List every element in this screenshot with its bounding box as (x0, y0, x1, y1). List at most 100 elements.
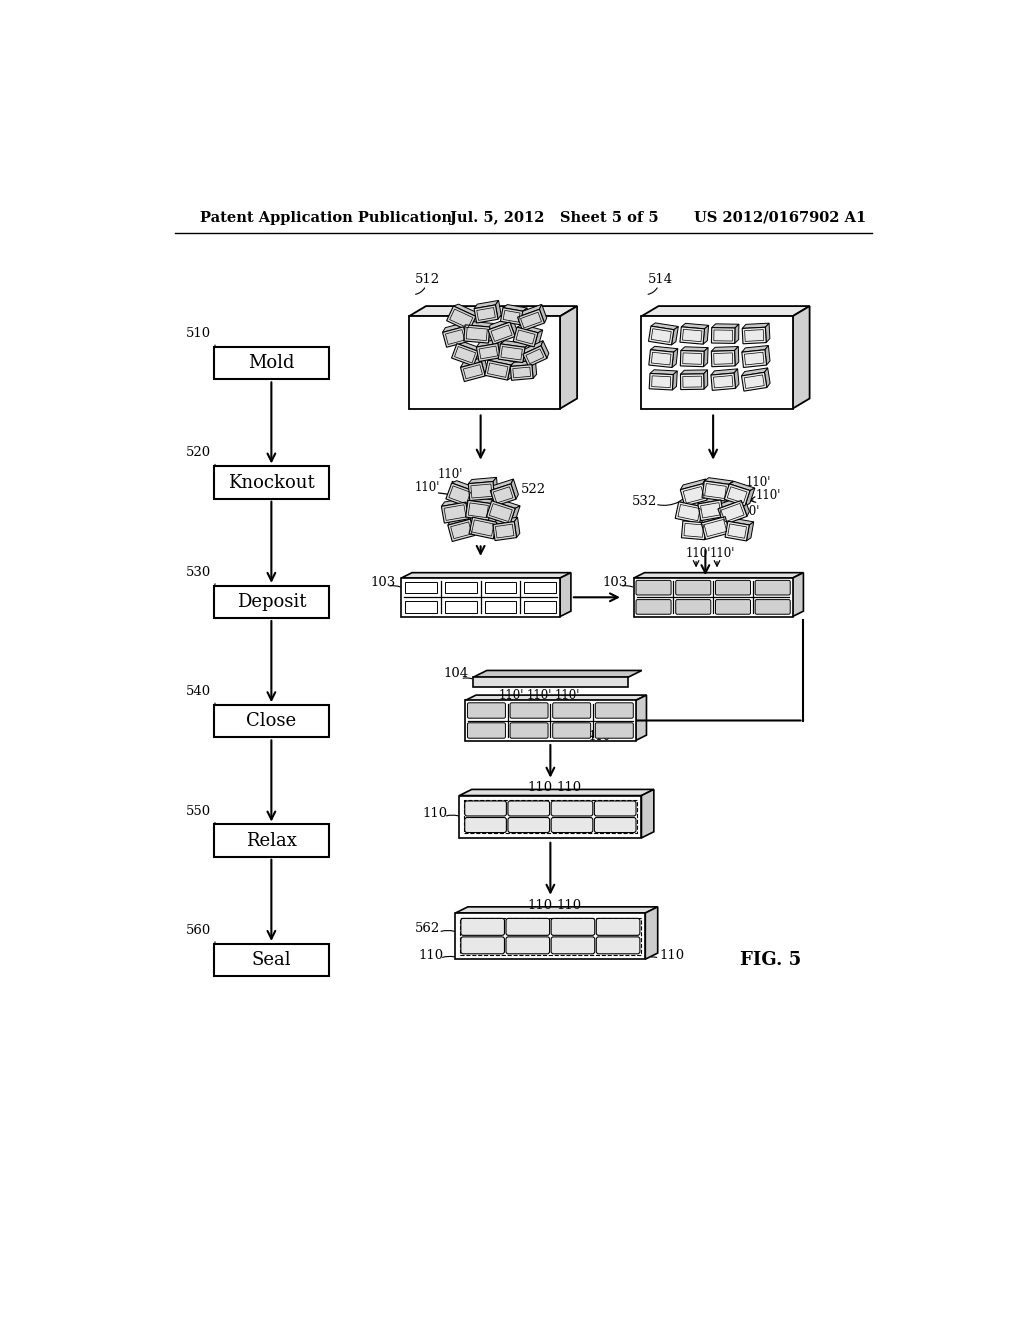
Text: 532: 532 (632, 495, 657, 508)
FancyBboxPatch shape (553, 702, 591, 718)
Polygon shape (703, 347, 709, 367)
Polygon shape (702, 480, 729, 502)
FancyBboxPatch shape (551, 817, 593, 833)
Text: 110: 110 (557, 781, 582, 795)
Polygon shape (441, 502, 469, 523)
Polygon shape (701, 516, 730, 540)
Polygon shape (524, 582, 556, 594)
Polygon shape (465, 696, 646, 701)
Text: Deposit: Deposit (237, 593, 306, 611)
FancyBboxPatch shape (506, 919, 550, 936)
Polygon shape (517, 305, 542, 317)
FancyBboxPatch shape (510, 723, 548, 738)
Polygon shape (476, 339, 501, 347)
Polygon shape (712, 347, 738, 351)
Polygon shape (649, 374, 673, 389)
Polygon shape (474, 305, 498, 323)
Polygon shape (501, 341, 529, 347)
Polygon shape (493, 521, 516, 541)
Polygon shape (560, 573, 571, 616)
FancyBboxPatch shape (595, 702, 633, 718)
Polygon shape (703, 370, 708, 389)
Polygon shape (765, 323, 770, 343)
Polygon shape (488, 323, 494, 343)
Polygon shape (470, 515, 477, 536)
Polygon shape (741, 350, 767, 367)
Polygon shape (699, 504, 708, 524)
Text: 110': 110' (686, 548, 712, 560)
FancyBboxPatch shape (755, 581, 791, 595)
Polygon shape (488, 317, 512, 330)
Text: 110': 110' (438, 469, 464, 480)
Polygon shape (473, 677, 628, 686)
FancyBboxPatch shape (510, 702, 548, 718)
Text: 104: 104 (443, 668, 469, 680)
Polygon shape (741, 368, 768, 376)
FancyBboxPatch shape (676, 599, 711, 614)
Polygon shape (728, 519, 754, 525)
Text: 520: 520 (185, 446, 211, 459)
Polygon shape (517, 309, 545, 331)
Polygon shape (461, 362, 485, 381)
Text: 110': 110' (589, 730, 614, 743)
Polygon shape (725, 512, 732, 533)
Polygon shape (490, 479, 513, 491)
Polygon shape (454, 304, 481, 317)
Polygon shape (406, 601, 437, 612)
Polygon shape (673, 371, 677, 389)
Text: US 2012/0167902 A1: US 2012/0167902 A1 (693, 211, 866, 224)
Polygon shape (457, 342, 483, 351)
Polygon shape (681, 323, 709, 329)
Polygon shape (498, 339, 504, 358)
Polygon shape (746, 521, 754, 541)
Polygon shape (473, 515, 502, 523)
Polygon shape (651, 323, 678, 330)
Polygon shape (523, 341, 543, 354)
Polygon shape (711, 374, 735, 391)
Polygon shape (469, 314, 481, 331)
Polygon shape (484, 601, 516, 612)
Polygon shape (712, 351, 735, 367)
Polygon shape (493, 478, 498, 499)
Text: 540: 540 (185, 685, 211, 698)
Polygon shape (793, 306, 810, 409)
Polygon shape (729, 482, 755, 491)
Polygon shape (765, 368, 770, 388)
FancyBboxPatch shape (596, 937, 640, 954)
Text: 512: 512 (415, 273, 440, 286)
Polygon shape (469, 517, 497, 539)
Polygon shape (464, 322, 470, 342)
Polygon shape (734, 368, 739, 388)
Polygon shape (702, 479, 710, 500)
Polygon shape (672, 348, 678, 367)
FancyBboxPatch shape (594, 801, 636, 816)
Polygon shape (724, 484, 750, 506)
Polygon shape (681, 347, 709, 351)
Polygon shape (460, 789, 654, 796)
Polygon shape (452, 480, 478, 491)
Polygon shape (531, 360, 537, 379)
Polygon shape (680, 374, 703, 389)
Polygon shape (503, 305, 527, 312)
Polygon shape (712, 323, 739, 327)
FancyBboxPatch shape (716, 581, 751, 595)
FancyBboxPatch shape (755, 599, 791, 614)
Polygon shape (484, 582, 516, 594)
FancyBboxPatch shape (595, 723, 633, 738)
Polygon shape (645, 907, 657, 960)
Polygon shape (514, 517, 520, 537)
Polygon shape (494, 519, 502, 539)
Polygon shape (456, 913, 645, 960)
FancyBboxPatch shape (467, 702, 506, 718)
FancyBboxPatch shape (461, 937, 505, 954)
Text: Relax: Relax (246, 832, 297, 850)
Text: 110': 110' (527, 689, 553, 702)
FancyBboxPatch shape (551, 919, 595, 936)
Polygon shape (705, 478, 733, 484)
Polygon shape (650, 370, 677, 375)
Polygon shape (465, 321, 494, 327)
FancyBboxPatch shape (461, 919, 505, 936)
FancyBboxPatch shape (214, 705, 329, 738)
Polygon shape (510, 360, 536, 367)
Polygon shape (468, 488, 478, 507)
